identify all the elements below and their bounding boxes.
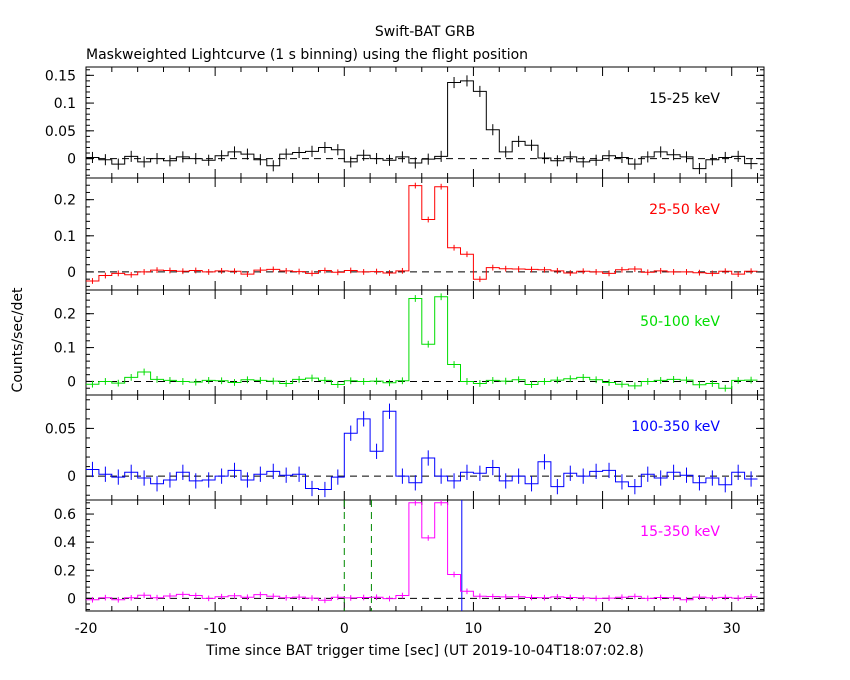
panel-4: 0 0.2 0.4 0.6 15-350 keV (54, 499, 765, 612)
panel-0: 0 0.05 0.1 0.15 15-25 keV (45, 66, 765, 179)
x-tick-label: 0 (340, 621, 349, 637)
panels-group: 0 0.05 0.1 0.15 15-25 keV 0 0.1 0.2 25-50 keV 0 0.… (45, 66, 765, 637)
x-tick-label: -20 (75, 621, 98, 637)
x-tick-label: 20 (594, 621, 612, 637)
y-tick-label: 0.15 (45, 68, 76, 84)
series-step-line (86, 185, 758, 282)
panel-frame (85, 499, 765, 612)
band-label: 25-50 keV (649, 202, 720, 218)
y-tick-label: 0 (67, 591, 76, 607)
y-tick-label: 0.05 (45, 124, 76, 140)
band-label: 100-350 keV (631, 419, 720, 435)
y-tick-label: 0.05 (45, 421, 76, 437)
panel-frame (85, 66, 765, 179)
figure-title: Swift-BAT GRB (375, 24, 475, 40)
y-tick-label: 0.2 (54, 307, 76, 323)
y-tick-label: 0 (67, 265, 76, 281)
band-label: 15-25 keV (649, 91, 720, 107)
y-tick-label: 0.2 (54, 563, 76, 579)
panel-2: 0 0.1 0.2 50-100 keV (54, 289, 765, 396)
x-tick-label: -10 (204, 621, 227, 637)
series-step-line (86, 502, 758, 601)
panel-frame (85, 177, 765, 291)
band-label: 50-100 keV (640, 314, 720, 330)
y-tick-label: 0 (67, 374, 76, 390)
y-axis-label: Counts/sec/det (10, 287, 26, 392)
figure-subtitle: Maskweighted Lightcurve (1 s binning) us… (86, 47, 528, 63)
y-tick-label: 0.4 (54, 535, 76, 551)
band-label: 15-350 keV (640, 524, 720, 540)
y-tick-label: 0.1 (54, 341, 76, 357)
x-axis-label: Time since BAT trigger time [sec] (UT 20… (205, 643, 644, 659)
series-step-line (86, 410, 758, 490)
panel-1: 0 0.1 0.2 25-50 keV (54, 177, 765, 291)
y-tick-label: 0.6 (54, 507, 76, 523)
y-tick-label: 0.1 (54, 96, 76, 112)
panel-3: 0 0.05 100-350 keV (45, 394, 765, 501)
panel-frame (85, 289, 765, 396)
y-tick-label: 0.1 (54, 229, 76, 245)
x-tick-label: 10 (465, 621, 483, 637)
panel-frame (85, 394, 765, 501)
y-tick-label: 0 (67, 152, 76, 168)
y-tick-label: 0.2 (54, 193, 76, 209)
series-step-line (86, 80, 758, 170)
y-tick-label: 0 (67, 469, 76, 485)
x-tick-label: 30 (723, 621, 741, 637)
series-step-line (86, 296, 758, 389)
